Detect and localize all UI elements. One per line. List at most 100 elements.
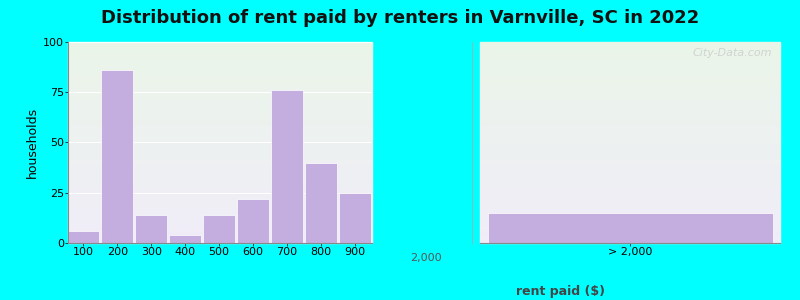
Bar: [68, 82, 372, 83]
Bar: [68, 169, 372, 170]
Bar: [68, 222, 372, 223]
Bar: [480, 71, 780, 72]
Bar: [480, 146, 780, 148]
Bar: [68, 206, 372, 207]
Bar: [68, 70, 372, 71]
Bar: [480, 59, 780, 60]
Bar: [68, 186, 372, 187]
Bar: [480, 105, 780, 106]
Bar: [68, 85, 372, 86]
Bar: [480, 90, 780, 91]
Bar: [68, 195, 372, 196]
Bar: [480, 125, 780, 126]
Bar: [480, 56, 780, 57]
Bar: [68, 210, 372, 211]
Bar: [203, 215, 235, 243]
Bar: [68, 76, 372, 77]
Bar: [480, 58, 780, 59]
Bar: [68, 171, 372, 172]
Bar: [68, 235, 372, 236]
Bar: [480, 117, 780, 119]
Bar: [68, 44, 372, 45]
Bar: [480, 136, 780, 137]
Bar: [68, 167, 372, 168]
Bar: [68, 152, 372, 154]
Bar: [68, 177, 372, 178]
Bar: [480, 83, 780, 84]
Bar: [480, 88, 780, 89]
Bar: [480, 152, 780, 154]
Bar: [480, 47, 780, 48]
Bar: [68, 89, 372, 90]
Text: 2,000: 2,000: [410, 253, 442, 263]
Bar: [68, 174, 372, 175]
Bar: [480, 113, 780, 114]
Bar: [480, 157, 780, 158]
Bar: [68, 197, 372, 198]
Bar: [480, 73, 780, 74]
Bar: [480, 217, 780, 218]
Bar: [480, 218, 780, 219]
Bar: [480, 207, 780, 208]
Bar: [480, 148, 780, 149]
Bar: [68, 113, 372, 114]
Bar: [480, 119, 780, 120]
Bar: [480, 110, 780, 111]
Bar: [68, 164, 372, 165]
Bar: [68, 225, 372, 226]
Bar: [480, 149, 780, 151]
Bar: [480, 232, 780, 233]
Bar: [480, 87, 780, 88]
Bar: [68, 43, 372, 44]
Bar: [68, 106, 372, 107]
Bar: [480, 242, 780, 243]
Bar: [487, 213, 773, 243]
Bar: [68, 140, 372, 142]
Bar: [68, 67, 372, 68]
Bar: [169, 235, 202, 243]
Bar: [68, 145, 372, 146]
Bar: [68, 203, 372, 204]
Bar: [480, 234, 780, 235]
Bar: [68, 130, 372, 131]
Bar: [68, 204, 372, 205]
Bar: [68, 92, 372, 93]
Bar: [68, 75, 372, 76]
Bar: [68, 64, 372, 65]
Bar: [480, 108, 780, 109]
Bar: [480, 219, 780, 220]
Bar: [480, 118, 780, 119]
Bar: [68, 136, 372, 137]
Bar: [480, 134, 780, 136]
Bar: [68, 66, 372, 67]
Bar: [68, 228, 372, 229]
Bar: [480, 67, 780, 68]
Bar: [68, 132, 372, 134]
Bar: [68, 42, 372, 43]
Bar: [480, 226, 780, 227]
Bar: [480, 154, 780, 156]
Bar: [480, 241, 780, 242]
Bar: [68, 71, 372, 72]
Bar: [480, 185, 780, 186]
Bar: [68, 194, 372, 195]
Bar: [68, 183, 372, 184]
Bar: [68, 78, 372, 79]
Bar: [68, 72, 372, 73]
Bar: [480, 103, 780, 104]
Bar: [480, 43, 780, 44]
Bar: [68, 232, 372, 233]
Bar: [480, 65, 780, 66]
Bar: [68, 87, 372, 88]
Bar: [68, 80, 372, 81]
Bar: [480, 112, 780, 113]
Bar: [68, 83, 372, 84]
Bar: [480, 162, 780, 163]
Bar: [480, 176, 780, 177]
Bar: [68, 119, 372, 120]
Bar: [480, 120, 780, 122]
Bar: [480, 98, 780, 99]
Bar: [68, 146, 372, 148]
Bar: [68, 213, 372, 214]
Bar: [480, 139, 780, 140]
